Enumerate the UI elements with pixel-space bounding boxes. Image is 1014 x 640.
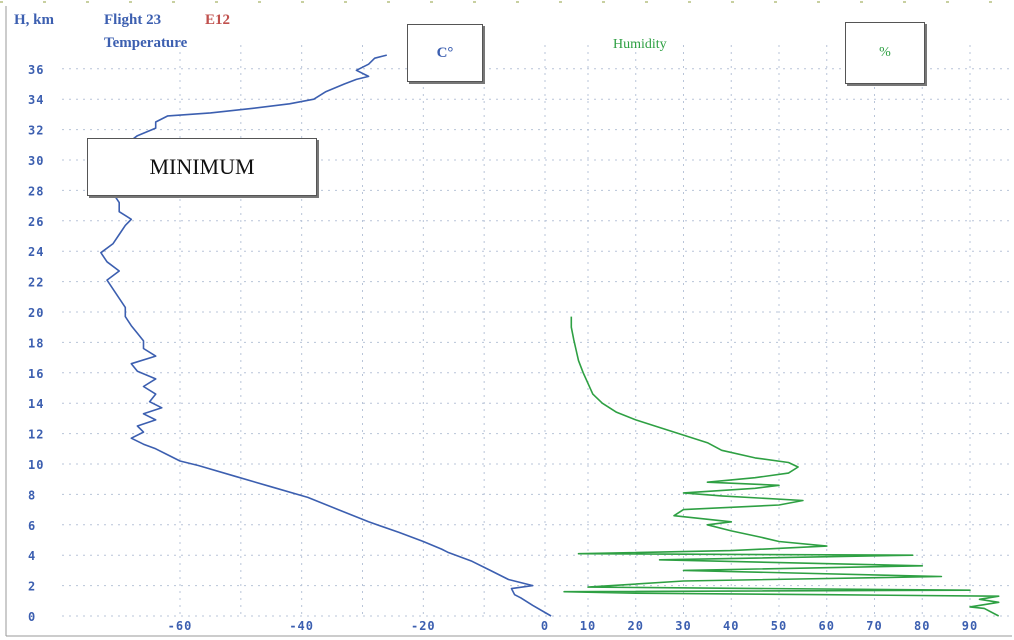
code-label: E12 [205, 12, 231, 28]
y-tick-label: 16 [28, 367, 44, 381]
y-tick-label: 4 [28, 549, 36, 563]
temperature-label: Temperature [104, 35, 188, 51]
humidity-label: Humidity [613, 37, 667, 52]
y-tick-label: 2 [28, 580, 36, 594]
y-tick-label: 10 [28, 458, 44, 472]
temp-tick-label: -40 [289, 619, 314, 633]
y-tick-label: 28 [28, 184, 44, 198]
y-tick-label: 32 [28, 124, 44, 138]
temp-unit-label: C° [436, 44, 454, 61]
x-axis-ticks: -60 -40 -20 0 10 20 30 40 50 60 70 80 90 [168, 619, 978, 633]
flight-label: Flight 23 [104, 12, 162, 28]
humidity-tick-label: 10 [580, 619, 596, 633]
y-tick-label: 6 [28, 519, 36, 533]
minimum-annotation: MINIMUM [87, 138, 317, 196]
humidity-tick-label: 80 [914, 619, 930, 633]
temp-unit-box: C° [407, 24, 483, 82]
humidity-series-line [563, 316, 1000, 617]
y-tick-label: 30 [28, 154, 44, 168]
y-tick-label: 14 [28, 397, 44, 411]
humidity-unit-box: % [845, 22, 925, 84]
humidity-tick-label: 30 [675, 619, 691, 633]
y-tick-label: 24 [28, 245, 44, 259]
temp-tick-label: -60 [168, 619, 193, 633]
temp-tick-label: 0 [541, 619, 549, 633]
y-tick-label: 18 [28, 336, 44, 350]
humidity-tick-label: 20 [628, 619, 644, 633]
y-tick-label: 0 [28, 610, 36, 624]
y-tick-label: 36 [28, 63, 44, 77]
humidity-tick-label: 60 [819, 619, 835, 633]
y-tick-label: 12 [28, 428, 44, 442]
temp-tick-label: -20 [411, 619, 436, 633]
humidity-tick-label: 50 [771, 619, 787, 633]
temperature-series-line [88, 54, 552, 617]
humidity-tick-label: 90 [962, 619, 978, 633]
y-tick-label: 26 [28, 215, 44, 229]
y-tick-label: 20 [28, 306, 44, 320]
minimum-label: MINIMUM [149, 154, 255, 179]
humidity-tick-label: 40 [723, 619, 739, 633]
y-axis-label: H, km [14, 12, 55, 28]
series-lines [88, 54, 1000, 617]
humidity-unit-label: % [879, 45, 891, 60]
y-tick-label: 34 [28, 93, 44, 107]
grid [0, 1, 1014, 617]
plot-frame [5, 6, 1012, 637]
humidity-tick-label: 70 [866, 619, 882, 633]
y-tick-label: 22 [28, 276, 44, 290]
y-tick-label: 8 [28, 488, 36, 502]
